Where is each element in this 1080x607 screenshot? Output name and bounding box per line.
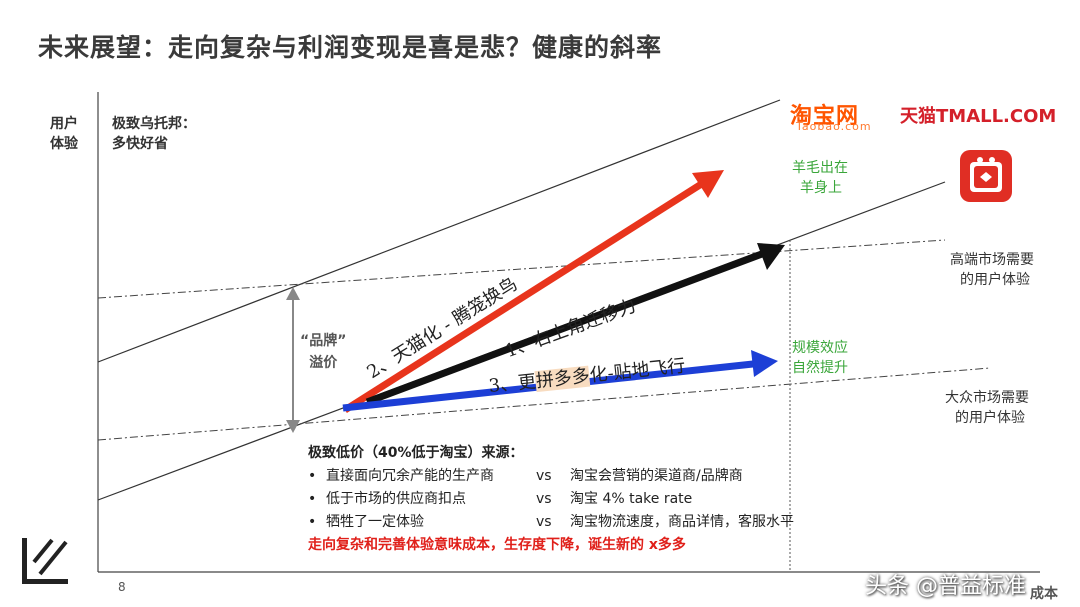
notes-left: 低于市场的供应商扣点 <box>326 491 466 507</box>
mass-label-line1: 大众市场需要 <box>945 390 1029 406</box>
x-axis-label: 成本 <box>1030 586 1058 602</box>
blue-arrow-label-prefix: 3、更 <box>487 371 538 398</box>
premium-arrow-top <box>286 287 300 300</box>
notes-left: 牺牲了一定体验 <box>326 514 424 530</box>
taobao-logo-subtext: Taobao.com <box>796 120 872 133</box>
mass-dashdot-line <box>97 367 991 441</box>
scale-effect-label-line1: 规模效应 <box>792 340 848 356</box>
notes-left: 直接面向冗余产能的生产商 <box>326 468 494 484</box>
notes-vs: vs <box>536 468 552 484</box>
page-number: 8 <box>118 580 126 594</box>
high-end-label-line2: 的用户体验 <box>960 272 1030 288</box>
notes-right: 淘宝 4% take rate <box>570 491 693 507</box>
list-item: 低于市场的供应商扣点 vs 淘宝 4% take rate <box>308 488 828 511</box>
notes-vs: vs <box>536 514 552 530</box>
brand-premium-label: “品牌” 溢价 <box>300 330 346 374</box>
wool-label-line2: 羊身上 <box>800 180 842 196</box>
high-end-dashdot-line <box>97 239 946 299</box>
mass-label-line2: 的用户体验 <box>955 410 1025 426</box>
low-price-notes: 极致低价（40%低于淘宝）来源： 直接面向冗余产能的生产商 vs 淘宝会营销的渠道商… <box>308 442 828 557</box>
page-title: 未来展望：走向复杂与利润变现是喜是悲？健康的斜率 <box>38 33 663 62</box>
red-arrow-shaft <box>343 180 705 413</box>
brand-premium-line2: 溢价 <box>309 355 338 371</box>
watermark: 头条 @普益标准 <box>865 574 1026 599</box>
list-item: 牺牲了一定体验 vs 淘宝物流速度，商品详情，客服水平 <box>308 511 828 534</box>
blue-arrow-label-highlight: 拼多多 <box>534 365 591 393</box>
y-axis-label-line1: 用户 <box>50 116 78 132</box>
pinduoduo-logo-icon <box>960 150 1012 202</box>
utopia-label-line1: 极致乌托邦： <box>112 116 196 132</box>
notes-title: 极致低价（40%低于淘宝）来源： <box>308 445 524 461</box>
notes-list: 直接面向冗余产能的生产商 vs 淘宝会营销的渠道商/品牌商 低于市场的供应商扣点 vs… <box>308 465 828 534</box>
blue-arrow-head <box>751 350 778 377</box>
utopia-label-line2: 多快好省 <box>112 136 168 152</box>
notes-conclusion: 走向复杂和完善体验意味成本，生存度下降，诞生新的 x多多 <box>308 537 686 553</box>
notes-right: 淘宝物流速度，商品详情，客服水平 <box>570 514 794 530</box>
list-item: 直接面向冗余产能的生产商 vs 淘宝会营销的渠道商/品牌商 <box>308 465 828 488</box>
red-arrow-head <box>692 170 724 198</box>
scale-effect-label-line2: 自然提升 <box>792 360 848 376</box>
taobao-logo: 淘宝网 <box>790 104 860 129</box>
black-arrow-head <box>757 243 785 270</box>
brand-premium-line1: “品牌” <box>300 333 347 349</box>
brand-logo-icon <box>22 538 68 584</box>
notes-vs: vs <box>536 491 552 507</box>
y-axis-label-line2: 体验 <box>50 136 78 152</box>
upper-diagonal-line <box>97 99 781 363</box>
wool-label-line1: 羊毛出在 <box>792 160 848 176</box>
notes-right: 淘宝会营销的渠道商/品牌商 <box>570 468 743 484</box>
premium-arrow-bottom <box>286 420 300 433</box>
high-end-label-line1: 高端市场需要 <box>950 252 1034 268</box>
tmall-logo: 天猫TMALL.COM <box>900 106 1057 127</box>
black-arrow-shaft <box>365 250 764 406</box>
